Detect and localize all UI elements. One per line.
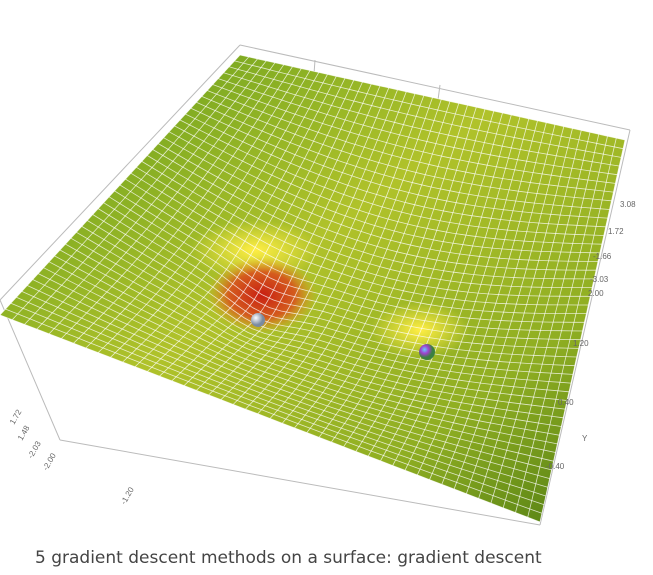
mesh-line <box>76 231 568 401</box>
axis-tick-label: 0.40 <box>558 398 574 407</box>
axis-tick-label: -2.03 <box>26 439 43 460</box>
mesh-line <box>81 226 570 393</box>
mesh-line <box>416 120 538 476</box>
mesh-line <box>21 291 548 488</box>
mesh-line <box>65 243 564 419</box>
axis-tick-label: 1.48 <box>16 424 32 442</box>
mesh-line <box>404 118 530 471</box>
mesh-line <box>392 116 521 466</box>
mesh-line <box>453 126 565 490</box>
mesh-line <box>318 105 468 438</box>
mesh-line <box>502 134 600 509</box>
mesh-line <box>87 220 571 384</box>
surface-plot: 3.08 1.72 -1.66 -3.03 2.00 1.20 0.40 Y -0.40 1.72… <box>0 44 636 526</box>
mesh-line <box>306 103 460 433</box>
axis-tick-label: -1.66 <box>593 252 612 261</box>
mesh-line <box>490 132 591 504</box>
mesh-line <box>38 273 554 462</box>
mesh-line <box>32 279 552 471</box>
mesh-line <box>478 130 582 499</box>
mesh-line <box>16 296 546 497</box>
mesh-line <box>27 285 550 479</box>
axis-tick-label: 1.72 <box>608 227 624 236</box>
axis-tick-label: -0.40 <box>546 462 565 471</box>
mesh-line <box>97 208 575 367</box>
axis-tick-label: 1.72 <box>8 408 24 426</box>
surface <box>0 54 626 523</box>
mesh-line <box>281 99 442 424</box>
axis-tick-label: Y <box>582 434 588 443</box>
mesh-line <box>367 112 503 457</box>
mesh-line <box>343 108 486 447</box>
mesh-line <box>108 196 579 349</box>
mesh-line <box>5 308 543 514</box>
axis-tick-label: -2.00 <box>41 451 58 472</box>
ball <box>419 344 435 360</box>
mesh-line <box>515 136 608 513</box>
mesh-line <box>539 139 626 523</box>
mesh-line <box>114 190 581 341</box>
axis-tick-label: 3.08 <box>620 200 636 209</box>
mesh-line <box>92 214 573 375</box>
mesh-line <box>331 107 477 443</box>
caption: 5 gradient descent methods on a surface:… <box>35 548 542 568</box>
mesh-line <box>355 110 495 452</box>
mesh-line <box>103 202 577 358</box>
mesh-line <box>0 314 541 523</box>
peak-highlight <box>370 302 470 358</box>
axis-tick-label: -3.03 <box>590 275 609 284</box>
mesh-line <box>527 138 617 518</box>
mesh-line <box>380 114 512 461</box>
mesh-line <box>59 249 562 427</box>
axis-tick-label: 1.20 <box>573 339 589 348</box>
axis-tick-label: -1.20 <box>119 485 136 506</box>
mesh-line <box>54 255 560 436</box>
mesh-line <box>466 128 573 494</box>
mesh-line <box>429 122 547 480</box>
mesh-line <box>48 261 558 445</box>
axis-tick-label: 2.00 <box>588 289 604 298</box>
mesh-line <box>43 267 556 453</box>
mesh-line <box>10 302 545 505</box>
mesh-line <box>70 237 566 410</box>
ball <box>251 313 265 327</box>
mesh-line <box>294 101 451 429</box>
mesh-line <box>119 184 583 332</box>
mesh-line <box>441 124 556 485</box>
